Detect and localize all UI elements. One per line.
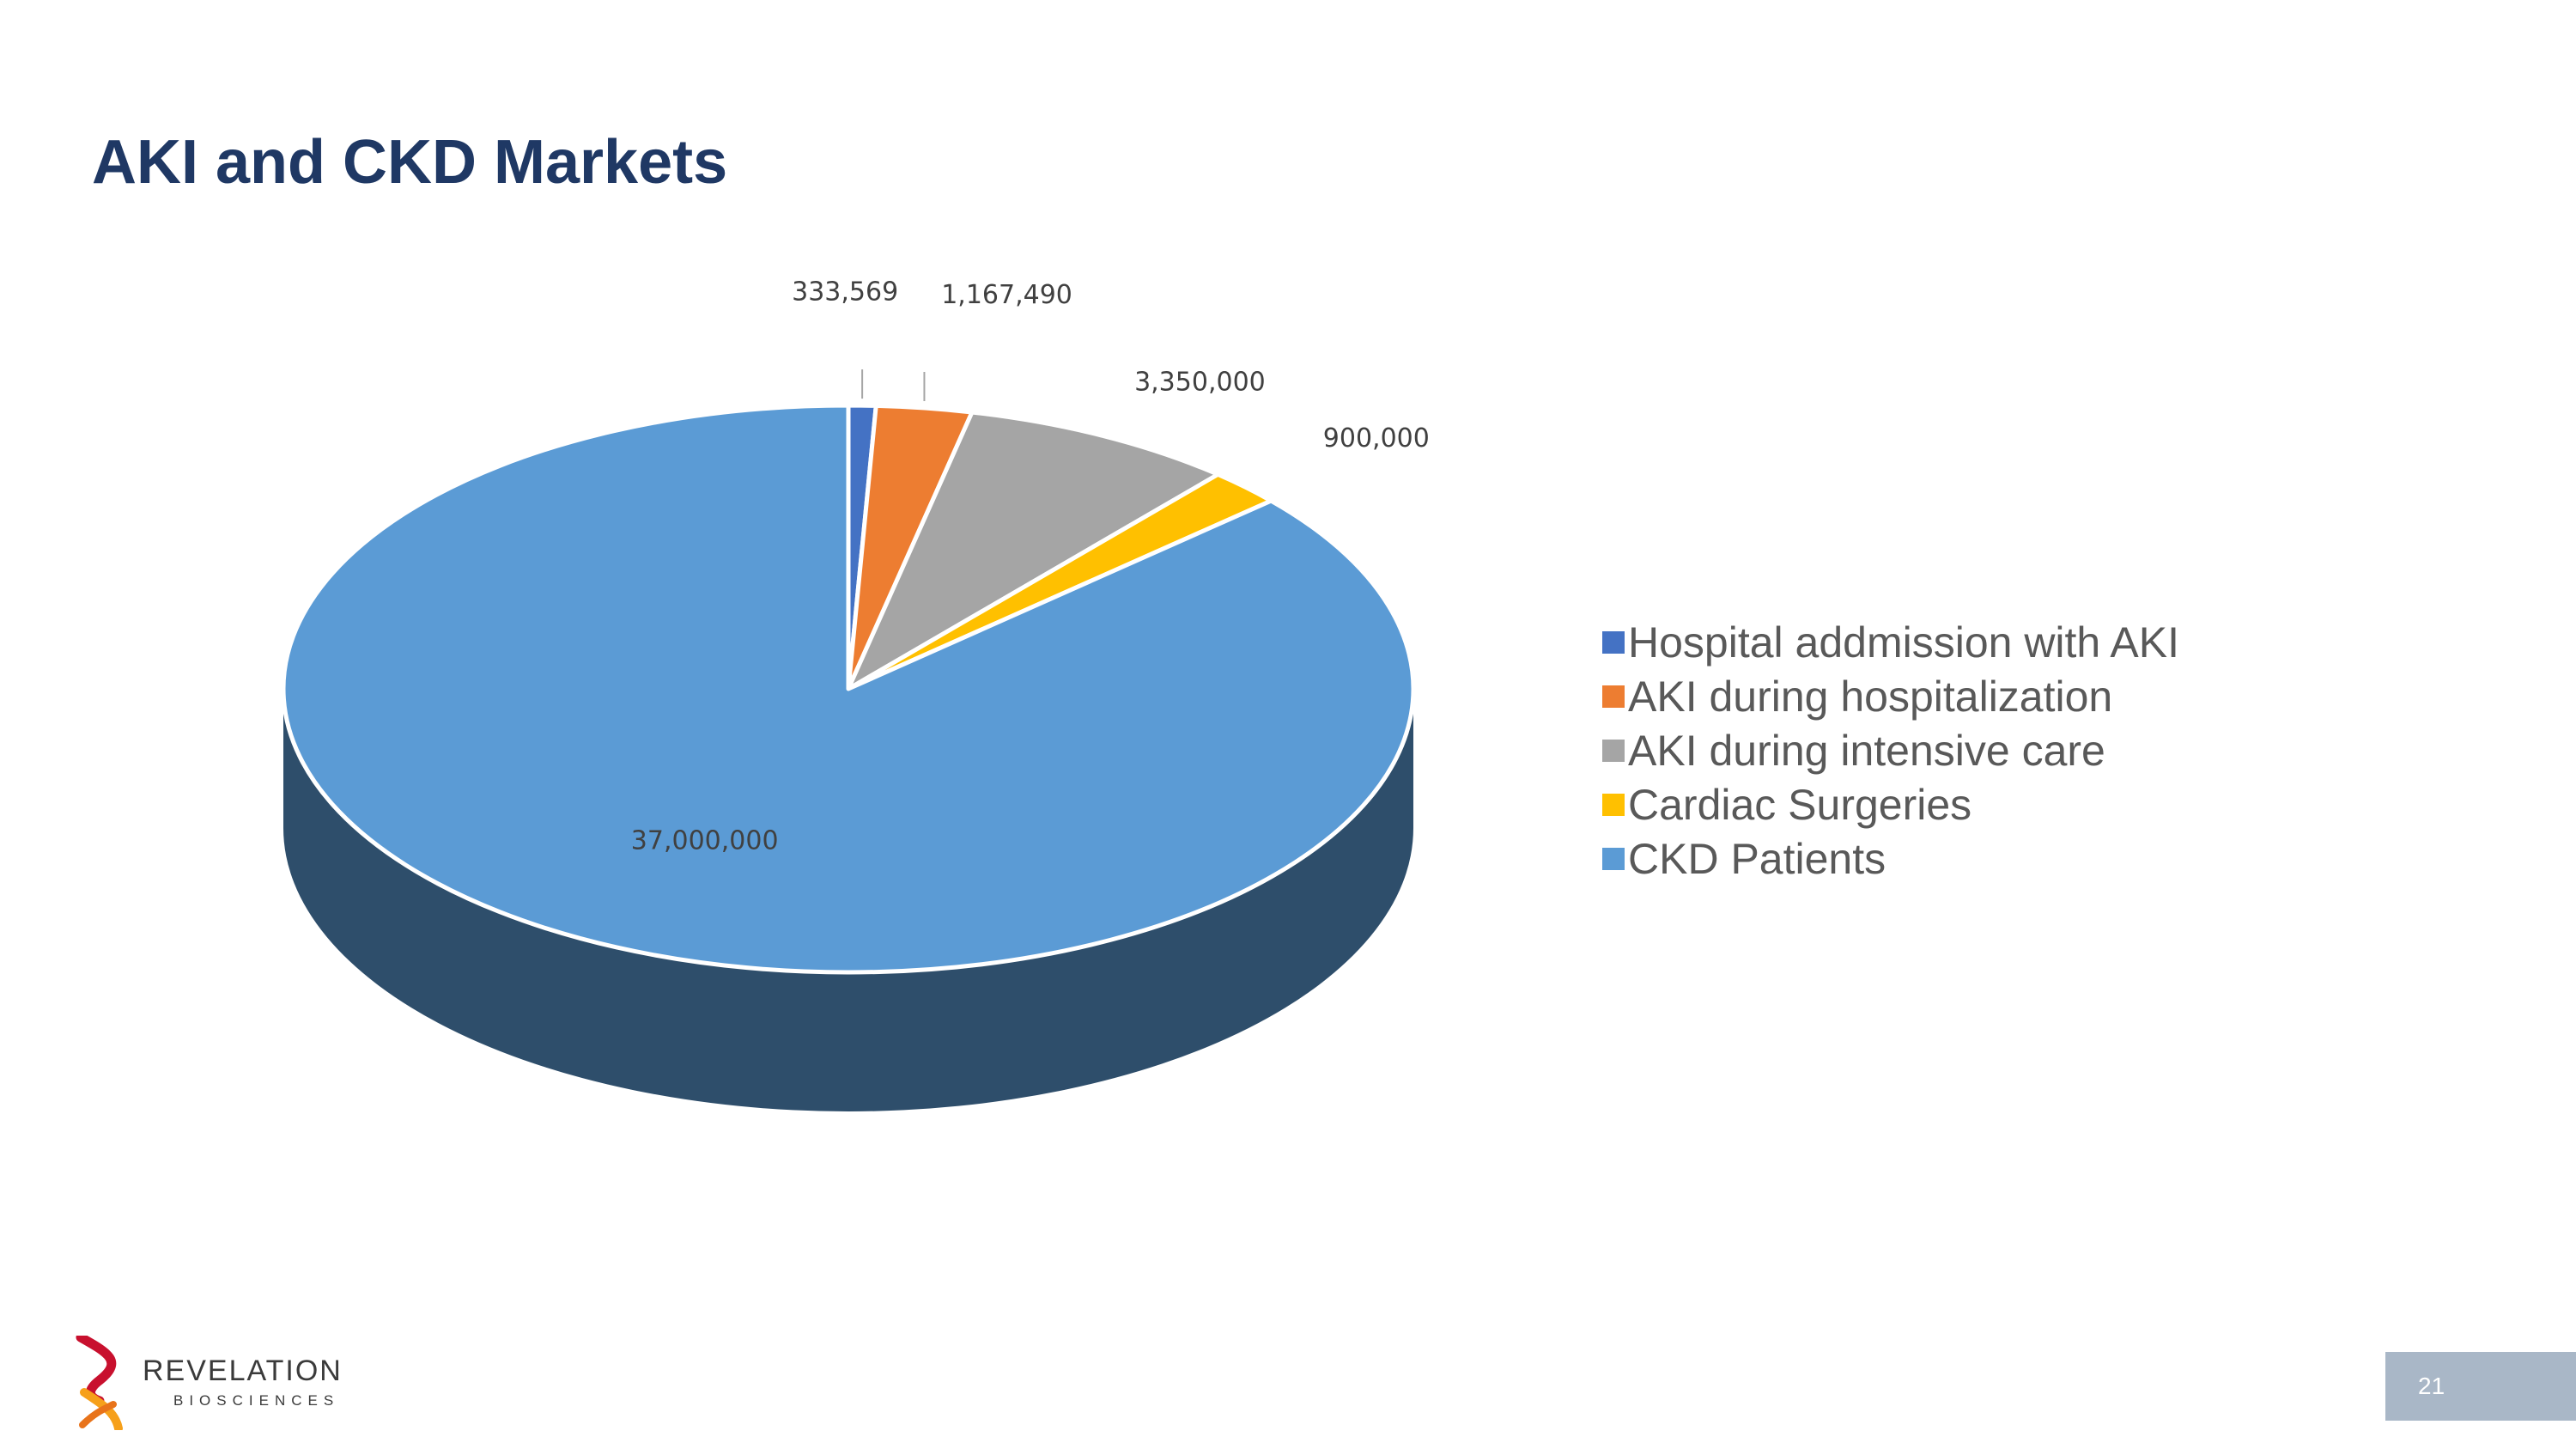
pie-slice-4: [281, 403, 1416, 975]
legend-swatch-aki-hospitalization: [1602, 685, 1625, 708]
data-label-3: 900,000: [1323, 423, 1430, 454]
legend-label-hospital-admission: Hospital addmission with AKI: [1628, 618, 2179, 667]
legend-label-cardiac-surgeries: Cardiac Surgeries: [1628, 780, 1972, 829]
legend-item-cardiac-surgeries: Cardiac Surgeries: [1602, 777, 2179, 831]
helix-logo-icon: [76, 1336, 123, 1430]
logo-wordmark: REVELATION: [143, 1355, 343, 1387]
company-logo: REVELATION BIOSCIENCES: [74, 1336, 366, 1430]
pie-slice-2: [846, 410, 1220, 691]
legend-swatch-aki-intensive-care: [1602, 739, 1625, 762]
legend-item-aki-hospitalization: AKI during hospitalization: [1602, 669, 2179, 723]
legend-label-ckd-patients: CKD Patients: [1628, 834, 1886, 883]
data-label-4: 37,000,000: [631, 826, 779, 856]
legend-swatch-ckd-patients: [1602, 847, 1625, 870]
legend-item-hospital-admission: Hospital addmission with AKI: [1602, 615, 2179, 669]
legend-item-aki-intensive-care: AKI during intensive care: [1602, 723, 2179, 777]
legend-label-aki-intensive-care: AKI during intensive care: [1628, 726, 2105, 775]
legend-item-ckd-patients: CKD Patients: [1602, 831, 2179, 886]
slide-title: AKI and CKD Markets: [92, 128, 728, 197]
legend-label-aki-hospitalization: AKI during hospitalization: [1628, 672, 2113, 721]
page-number: 21: [2385, 1352, 2576, 1421]
data-label-1: 1,167,490: [941, 280, 1072, 310]
data-label-0: 333,569: [792, 277, 898, 307]
legend-swatch-hospital-admission: [1602, 630, 1625, 654]
logo-subtitle: BIOSCIENCES: [173, 1392, 340, 1409]
data-label-2: 3,350,000: [1134, 367, 1266, 397]
legend-swatch-cardiac-surgeries: [1602, 793, 1625, 816]
pie-side-wall: [283, 689, 1413, 1111]
chart-legend: Hospital addmission with AKI AKI during …: [1602, 615, 2179, 886]
